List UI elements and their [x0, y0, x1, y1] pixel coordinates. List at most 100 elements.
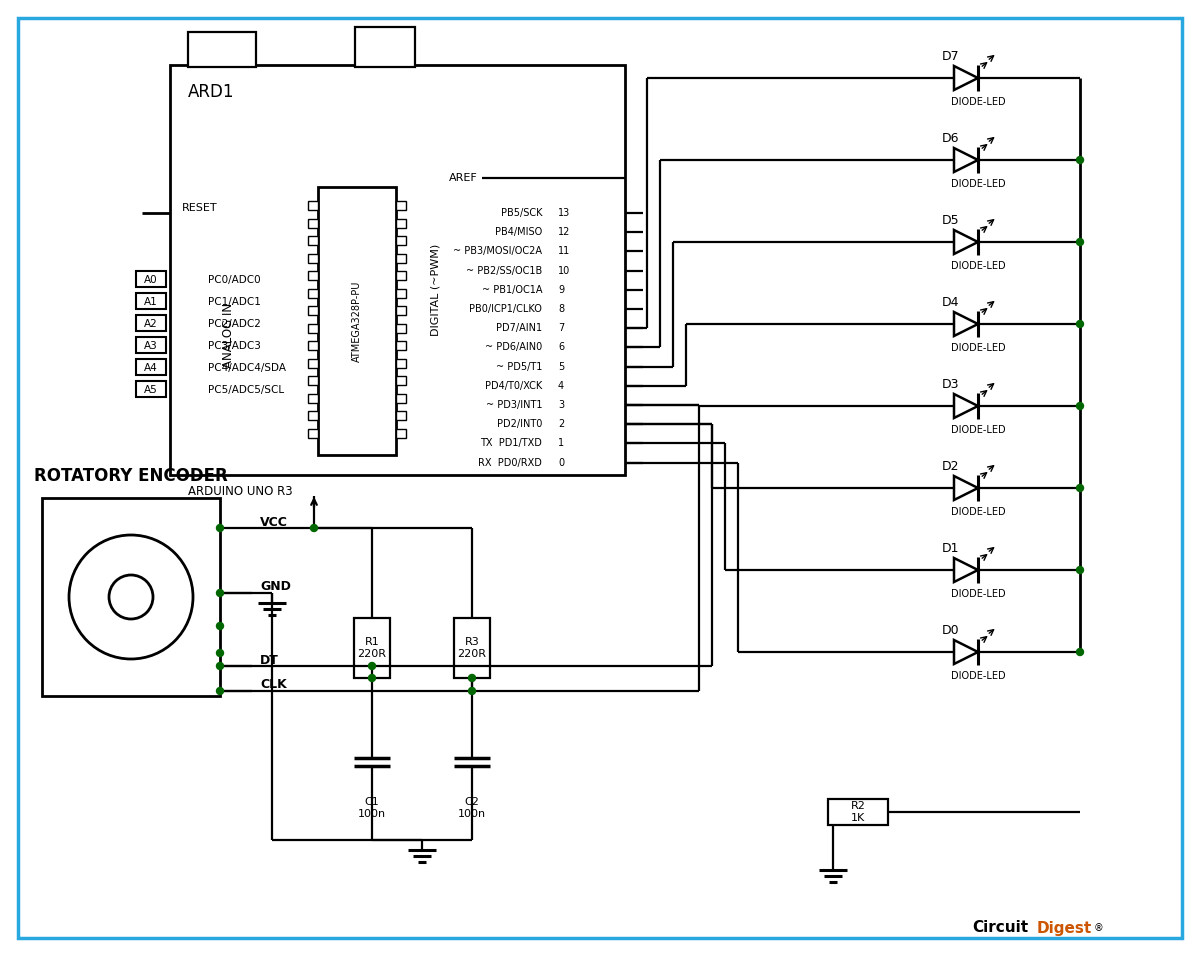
- Text: RX  PD0/RXD: RX PD0/RXD: [478, 458, 542, 467]
- Text: A0: A0: [144, 275, 158, 285]
- Text: R2
1K: R2 1K: [851, 801, 865, 823]
- Text: DIODE-LED: DIODE-LED: [950, 343, 1006, 353]
- Text: RESET: RESET: [182, 203, 217, 213]
- Bar: [454, 618, 490, 678]
- Text: Digest: Digest: [1037, 921, 1092, 936]
- Text: 9: 9: [558, 285, 564, 294]
- Circle shape: [216, 663, 223, 669]
- Polygon shape: [954, 476, 978, 500]
- Bar: [136, 359, 166, 375]
- Bar: [396, 341, 406, 350]
- Text: ATMEGA328P-PU: ATMEGA328P-PU: [352, 280, 362, 361]
- Text: ROTATORY ENCODER: ROTATORY ENCODER: [34, 467, 228, 485]
- Text: D6: D6: [942, 132, 960, 144]
- Text: PB5/SCK: PB5/SCK: [500, 208, 542, 218]
- Text: 8: 8: [558, 304, 564, 314]
- Text: VCC: VCC: [260, 515, 288, 529]
- Text: DIODE-LED: DIODE-LED: [950, 589, 1006, 599]
- Bar: [308, 253, 318, 263]
- Circle shape: [216, 649, 223, 657]
- Bar: [308, 271, 318, 280]
- Text: Circuit: Circuit: [972, 921, 1028, 936]
- Text: ANALOG IN: ANALOG IN: [222, 302, 234, 367]
- Circle shape: [1076, 157, 1084, 163]
- Text: PC5/ADC5/SCL: PC5/ADC5/SCL: [208, 385, 284, 395]
- Text: A3: A3: [144, 341, 158, 351]
- Text: PB0/ICP1/CLKO: PB0/ICP1/CLKO: [469, 304, 542, 314]
- Bar: [318, 187, 396, 455]
- Text: PC3/ADC3: PC3/ADC3: [208, 341, 260, 351]
- Text: PC1/ADC1: PC1/ADC1: [208, 297, 260, 307]
- Bar: [308, 428, 318, 438]
- Circle shape: [368, 663, 376, 669]
- Text: PD2/INT0: PD2/INT0: [497, 419, 542, 429]
- Circle shape: [468, 687, 475, 694]
- Text: PC0/ADC0: PC0/ADC0: [208, 275, 260, 285]
- Polygon shape: [954, 394, 978, 418]
- Text: 7: 7: [558, 323, 564, 334]
- Text: ~ PD6/AIN0: ~ PD6/AIN0: [485, 342, 542, 353]
- Bar: [396, 358, 406, 367]
- Circle shape: [311, 525, 318, 532]
- Bar: [136, 337, 166, 353]
- Text: C2
100n: C2 100n: [458, 797, 486, 818]
- Text: PD4/T0/XCK: PD4/T0/XCK: [485, 380, 542, 391]
- Text: 13: 13: [558, 208, 570, 218]
- Text: PD7/AIN1: PD7/AIN1: [496, 323, 542, 334]
- Circle shape: [1076, 485, 1084, 491]
- Bar: [308, 394, 318, 402]
- Polygon shape: [954, 640, 978, 664]
- Circle shape: [1076, 320, 1084, 328]
- Text: C1
100n: C1 100n: [358, 797, 386, 818]
- Bar: [136, 271, 166, 287]
- Text: D1: D1: [942, 541, 960, 554]
- Circle shape: [216, 622, 223, 629]
- Circle shape: [1076, 648, 1084, 656]
- Bar: [396, 411, 406, 420]
- Bar: [396, 289, 406, 297]
- Bar: [355, 27, 415, 67]
- Circle shape: [468, 675, 475, 682]
- Text: 11: 11: [558, 247, 570, 256]
- Text: 12: 12: [558, 228, 570, 237]
- Bar: [170, 65, 625, 475]
- Text: R3
220R: R3 220R: [457, 638, 486, 659]
- Bar: [396, 201, 406, 210]
- Text: DIODE-LED: DIODE-LED: [950, 261, 1006, 271]
- Bar: [136, 315, 166, 331]
- Circle shape: [216, 687, 223, 694]
- Bar: [136, 293, 166, 309]
- Text: 4: 4: [558, 380, 564, 391]
- Text: PC2/ADC2: PC2/ADC2: [208, 319, 260, 329]
- Text: ARD1: ARD1: [188, 83, 234, 101]
- Bar: [308, 341, 318, 350]
- Circle shape: [216, 590, 223, 597]
- Text: ®: ®: [1094, 923, 1104, 933]
- Bar: [136, 381, 166, 397]
- Text: A4: A4: [144, 363, 158, 373]
- Bar: [354, 618, 390, 678]
- Bar: [308, 358, 318, 367]
- Text: 0: 0: [558, 458, 564, 467]
- Text: 3: 3: [558, 400, 564, 410]
- Polygon shape: [954, 66, 978, 90]
- Text: ~ PB2/SS/OC1B: ~ PB2/SS/OC1B: [466, 266, 542, 275]
- Polygon shape: [954, 558, 978, 582]
- Bar: [396, 376, 406, 385]
- Text: A5: A5: [144, 385, 158, 395]
- Circle shape: [216, 525, 223, 532]
- Circle shape: [368, 675, 376, 682]
- Bar: [188, 32, 256, 67]
- Text: DIODE-LED: DIODE-LED: [950, 507, 1006, 517]
- Text: 1: 1: [558, 439, 564, 448]
- Bar: [396, 306, 406, 315]
- Text: ~ PD5/T1: ~ PD5/T1: [496, 361, 542, 372]
- Circle shape: [1076, 402, 1084, 409]
- Text: DIODE-LED: DIODE-LED: [950, 179, 1006, 189]
- Text: D5: D5: [942, 213, 960, 227]
- Text: 6: 6: [558, 342, 564, 353]
- Text: DT: DT: [260, 654, 278, 666]
- Text: DIGITAL (~PWM): DIGITAL (~PWM): [430, 244, 440, 337]
- Bar: [308, 376, 318, 385]
- Bar: [396, 271, 406, 280]
